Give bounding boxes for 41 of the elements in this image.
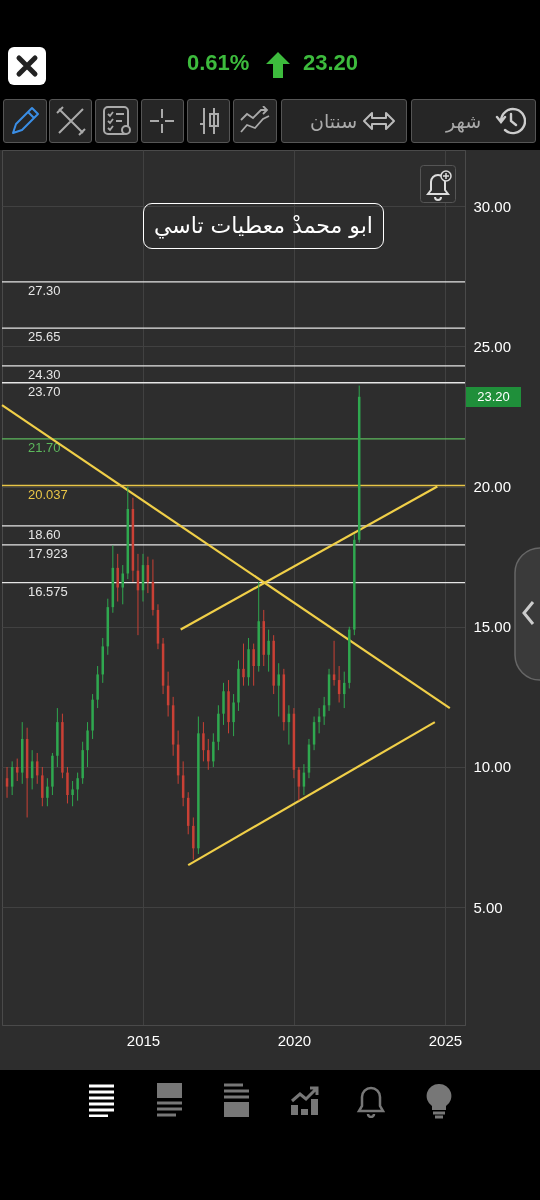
x-tick-label: 2015 [126,1031,161,1049]
candlestick [207,738,210,771]
candlestick [242,643,245,687]
y-tick-label: 10.00 [473,758,512,776]
candlestick [277,662,280,718]
text: 23.20 [303,50,359,76]
ref-line-label: 24.30 [28,366,61,382]
text: 0.61% [187,50,250,76]
candlestick [116,553,119,603]
candlestick [232,693,235,737]
candlestick [76,772,79,802]
y-tick-label: 15.00 [473,618,512,636]
candlestick [252,643,255,687]
x-tick-label: 2025 [428,1031,463,1049]
candlestick [41,766,44,807]
text: سنتان [310,110,358,132]
candlestick [86,721,89,768]
candlestick [66,766,69,804]
ref-line-label: 27.30 [28,282,61,298]
ref-line-label: 23.70 [28,383,61,399]
candlestick [46,777,49,807]
candlestick [71,780,74,807]
candlestick [222,682,225,726]
ref-line-label: 18.60 [28,526,61,542]
text: شهر [446,110,482,132]
candlestick [192,816,195,861]
x-tick-label: 2020 [277,1031,312,1049]
y-tick-label: 30.00 [473,197,512,215]
text: 23.20 [466,387,521,407]
ref-line-label: 25.65 [28,329,61,345]
y-tick-label: 25.00 [473,337,512,355]
candlestick [212,732,215,768]
ref-line-label: 21.70 [28,439,61,455]
ref-line-label: 16.575 [28,583,68,599]
candlestick [202,721,205,762]
ref-line-label: 20.037 [28,486,68,502]
ref-line-label: 17.923 [28,545,68,561]
annotation: ابو محمدْ معطيات تاسي [143,203,384,249]
candlestick [267,629,270,673]
y-tick-label: 5.00 [473,898,503,916]
y-tick-label: 20.00 [473,478,512,496]
